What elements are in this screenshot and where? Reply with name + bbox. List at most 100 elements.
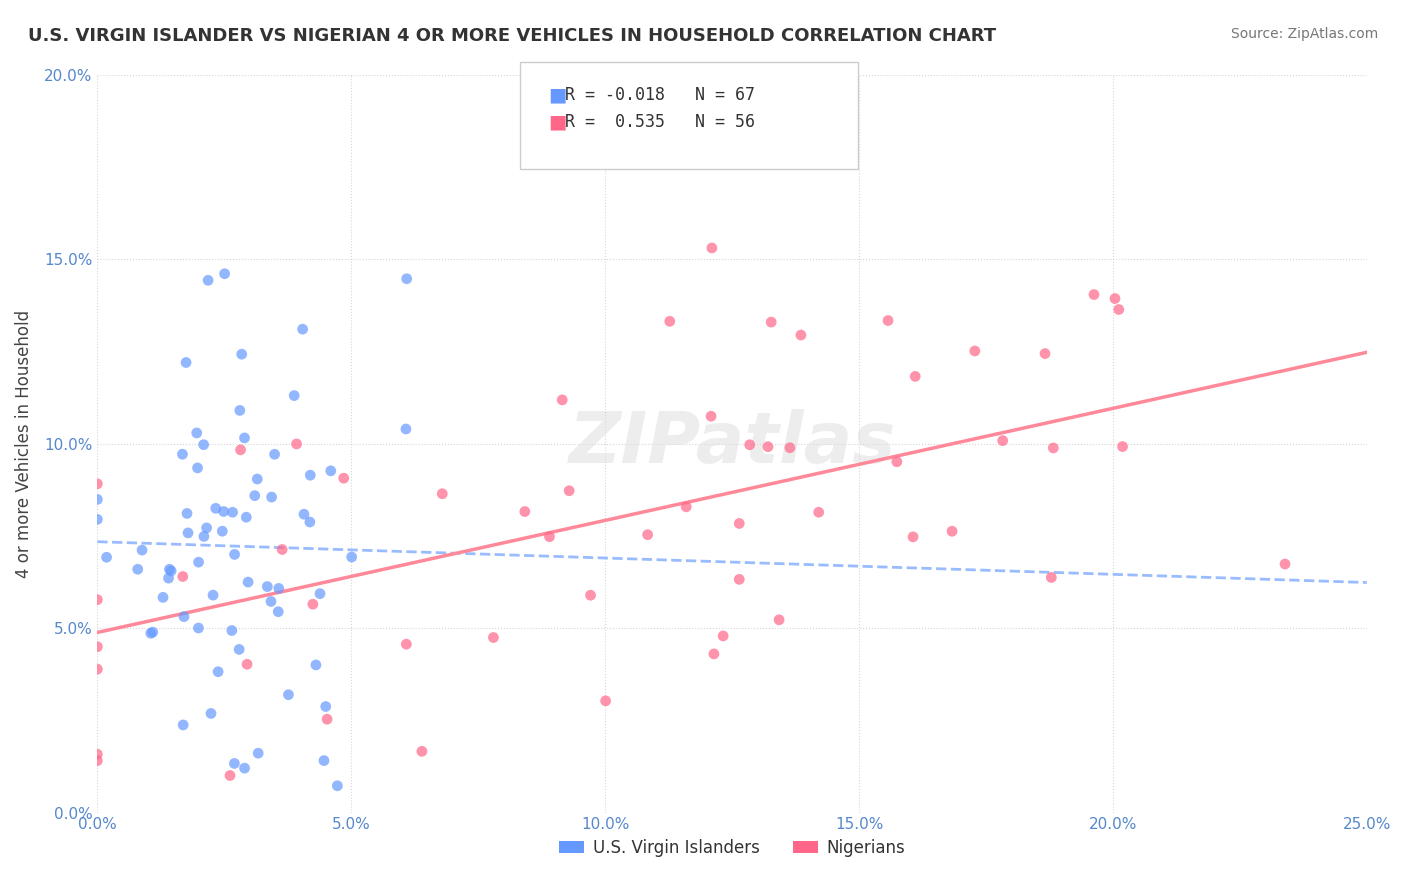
Point [142,625,165,640]
Point [759,315,782,329]
Point [224,548,246,562]
Point [214,267,236,281]
Point [711,629,734,643]
Point [1108,302,1130,317]
Point [229,442,252,457]
Point [212,504,235,518]
Point [877,313,900,327]
Point [790,328,813,343]
Point [229,403,252,417]
Point [551,392,574,407]
Point [395,422,418,436]
Point [700,241,723,255]
Point [172,447,194,461]
Point [579,588,602,602]
Point [221,505,243,519]
Y-axis label: 4 or more Vehicles in Household: 4 or more Vehicles in Household [15,310,32,578]
Point [332,471,354,485]
Point [1274,557,1296,571]
Point [263,447,285,461]
Point [177,525,200,540]
Point [86,592,108,607]
Point [658,314,681,328]
Point [292,507,315,521]
Point [991,434,1014,448]
Point [703,647,725,661]
Point [197,273,219,287]
Point [96,550,118,565]
Point [160,564,183,578]
Point [174,355,197,369]
Point [482,631,505,645]
Text: R = -0.018   N = 67: R = -0.018 N = 67 [565,87,755,104]
Point [159,562,181,576]
Point [411,744,433,758]
Point [172,718,194,732]
Point [187,555,209,569]
Point [309,587,332,601]
Text: ZIPatlas: ZIPatlas [568,409,896,478]
Point [86,492,108,507]
Point [186,425,208,440]
Point [86,476,108,491]
Point [312,754,335,768]
Point [200,706,222,721]
Point [768,613,790,627]
Point [675,500,697,514]
Point [187,621,209,635]
Point [807,505,830,519]
Point [291,322,314,336]
Point [207,665,229,679]
Point [728,516,751,531]
Point [173,609,195,624]
Point [340,549,363,564]
Point [233,431,256,445]
Point [1104,292,1126,306]
Point [224,756,246,771]
Point [316,712,339,726]
Point [139,626,162,640]
Point [1111,440,1133,454]
Point [738,438,761,452]
Point [886,455,908,469]
Point [756,440,779,454]
Point [700,409,723,424]
Point [219,768,242,782]
Point [236,575,259,590]
Point [221,624,243,638]
Point [86,512,108,526]
Text: U.S. VIRGIN ISLANDER VS NIGERIAN 4 OR MORE VEHICLES IN HOUSEHOLD CORRELATION CHA: U.S. VIRGIN ISLANDER VS NIGERIAN 4 OR MO… [28,27,997,45]
Point [395,272,418,286]
Point [637,527,659,541]
Point [305,657,328,672]
Point [86,754,108,768]
Legend: U.S. Virgin Islanders, Nigerians: U.S. Virgin Islanders, Nigerians [553,832,911,863]
Point [395,637,418,651]
Point [779,441,801,455]
Point [901,530,924,544]
Point [315,699,337,714]
Point [86,747,108,762]
Point [1033,346,1056,360]
Point [299,468,322,483]
Point [302,597,325,611]
Text: R =  0.535   N = 56: R = 0.535 N = 56 [565,113,755,131]
Point [176,507,198,521]
Point [513,504,536,518]
Point [256,580,278,594]
Point [1040,570,1063,584]
Point [538,530,561,544]
Point [271,542,294,557]
Point [172,569,194,583]
Text: ■: ■ [548,86,567,105]
Point [127,562,149,576]
Point [243,489,266,503]
Point [326,779,349,793]
Point [595,694,617,708]
Text: Source: ZipAtlas.com: Source: ZipAtlas.com [1230,27,1378,41]
Point [202,588,225,602]
Point [1083,287,1105,301]
Point [204,501,226,516]
Point [228,642,250,657]
Point [246,472,269,486]
